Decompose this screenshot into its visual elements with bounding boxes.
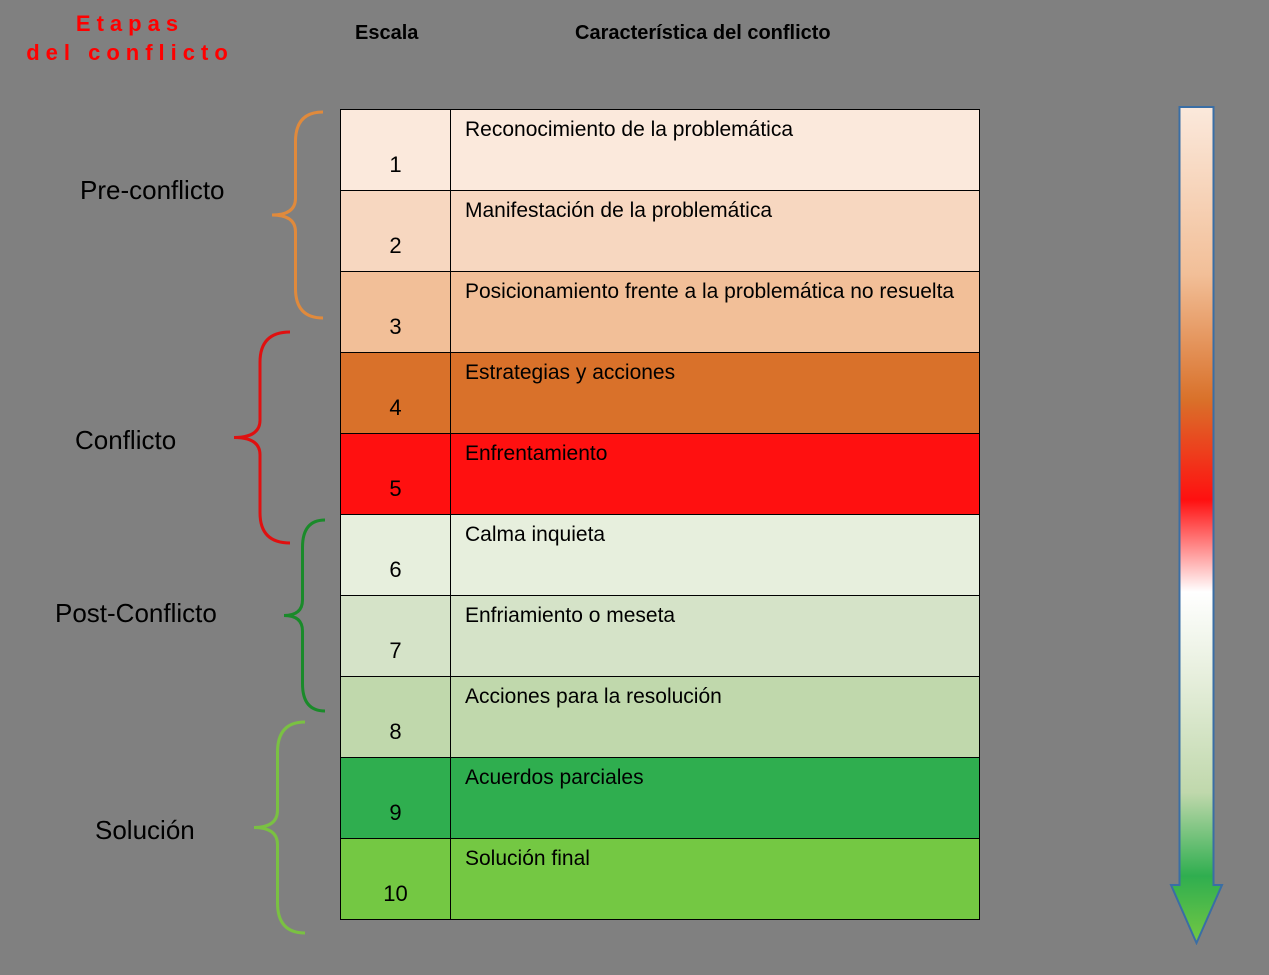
scale-cell: 5 xyxy=(341,434,451,514)
table-row: 6Calma inquieta xyxy=(340,514,980,596)
desc-cell: Estrategias y acciones xyxy=(451,353,979,433)
conflict-table: 1Reconocimiento de la problemática2Manif… xyxy=(340,110,980,920)
table-row: 7Enfriamiento o meseta xyxy=(340,595,980,677)
desc-cell: Enfrentamiento xyxy=(451,434,979,514)
table-row: 5Enfrentamiento xyxy=(340,433,980,515)
brace-icon xyxy=(250,720,305,935)
page-title: Etapas del conflicto xyxy=(15,10,245,67)
stage-label: Post-Conflicto xyxy=(55,598,217,629)
desc-cell: Acuerdos parciales xyxy=(451,758,979,838)
desc-cell: Enfriamiento o meseta xyxy=(451,596,979,676)
scale-cell: 8 xyxy=(341,677,451,757)
stage-label: Pre-conflicto xyxy=(80,175,225,206)
table-row: 8Acciones para la resolución xyxy=(340,676,980,758)
desc-cell: Acciones para la resolución xyxy=(451,677,979,757)
scale-cell: 9 xyxy=(341,758,451,838)
desc-cell: Manifestación de la problemática xyxy=(451,191,979,271)
title-line1: Etapas xyxy=(76,11,184,36)
table-row: 3Posicionamiento frente a la problemátic… xyxy=(340,271,980,353)
scale-cell: 7 xyxy=(341,596,451,676)
brace-icon xyxy=(280,518,325,713)
desc-cell: Reconocimiento de la problemática xyxy=(451,110,979,190)
desc-cell: Calma inquieta xyxy=(451,515,979,595)
scale-cell: 1 xyxy=(341,110,451,190)
header-caracteristica: Característica del conflicto xyxy=(575,22,831,45)
title-line2: del conflicto xyxy=(26,40,234,65)
scale-cell: 10 xyxy=(341,839,451,919)
scale-cell: 2 xyxy=(341,191,451,271)
header-escala: Escala xyxy=(355,22,418,45)
gradient-arrow xyxy=(1169,105,1224,945)
table-row: 9Acuerdos parciales xyxy=(340,757,980,839)
scale-cell: 3 xyxy=(341,272,451,352)
stage-label: Solución xyxy=(95,815,195,846)
desc-cell: Posicionamiento frente a la problemática… xyxy=(451,272,979,352)
scale-cell: 6 xyxy=(341,515,451,595)
table-row: 10Solución final xyxy=(340,838,980,920)
table-row: 1Reconocimiento de la problemática xyxy=(340,109,980,191)
stage-label: Conflicto xyxy=(75,425,176,456)
table-row: 4Estrategias y acciones xyxy=(340,352,980,434)
scale-cell: 4 xyxy=(341,353,451,433)
table-row: 2Manifestación de la problemática xyxy=(340,190,980,272)
brace-icon xyxy=(268,110,323,320)
desc-cell: Solución final xyxy=(451,839,979,919)
brace-icon xyxy=(230,330,290,545)
